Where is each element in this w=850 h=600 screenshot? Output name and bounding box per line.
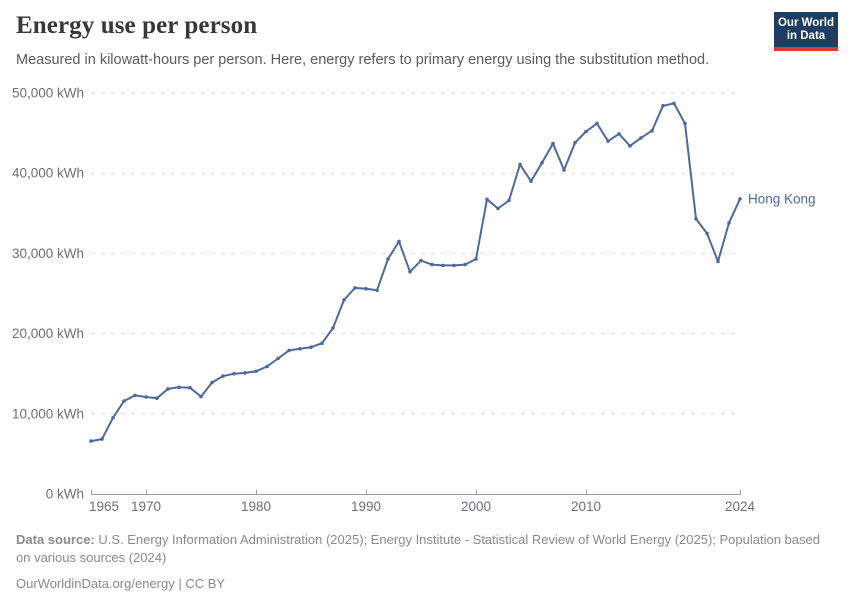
data-point	[716, 259, 720, 264]
data-point	[441, 263, 445, 268]
data-point	[287, 348, 291, 353]
data-point	[430, 262, 434, 267]
data-point	[529, 179, 533, 183]
x-axis-label: 2010	[571, 499, 601, 514]
x-axis-label: 1990	[351, 499, 381, 514]
x-axis-label: 2000	[461, 499, 491, 514]
data-point	[386, 257, 390, 261]
data-source-text: U.S. Energy Information Administration (…	[16, 532, 820, 565]
data-source-label: Data source:	[16, 532, 95, 547]
y-axis-label: 10,000 kWh	[12, 406, 84, 421]
data-source-note: Data source: U.S. Energy Information Adm…	[16, 531, 836, 566]
data-point	[540, 161, 544, 165]
y-axis-label: 20,000 kWh	[12, 326, 84, 341]
x-axis-label: 2024	[725, 499, 756, 514]
y-axis-label: 40,000 kWh	[12, 166, 84, 181]
data-point	[683, 121, 687, 126]
data-point	[551, 141, 555, 146]
data-point	[474, 257, 478, 261]
owid-link[interactable]: OurWorldinData.org/energy | CC BY	[16, 576, 226, 591]
data-point	[111, 416, 115, 420]
data-point	[364, 286, 368, 291]
owid-logo-line2: in Data	[786, 30, 826, 42]
data-point	[606, 139, 610, 143]
data-point	[309, 345, 313, 350]
data-point	[232, 371, 236, 376]
data-point	[397, 239, 401, 244]
data-point	[89, 439, 93, 443]
series-label-hong-kong[interactable]: Hong Kong	[748, 191, 816, 206]
data-point	[727, 221, 731, 225]
data-point	[496, 206, 500, 211]
data-point	[144, 395, 148, 399]
data-point	[243, 371, 247, 375]
data-point	[507, 198, 511, 203]
y-axis-label: 50,000 kWh	[12, 86, 84, 101]
data-point	[617, 132, 621, 136]
owid-logo-line1: Our World	[777, 17, 834, 29]
data-point	[155, 396, 159, 401]
data-point	[122, 399, 126, 403]
data-point	[199, 394, 203, 399]
data-point	[320, 341, 324, 346]
data-point	[562, 168, 566, 172]
data-point	[738, 197, 742, 201]
data-point	[672, 101, 676, 106]
data-point	[639, 136, 643, 140]
data-point	[408, 270, 412, 274]
data-point	[276, 356, 280, 361]
data-point	[221, 374, 225, 378]
data-point	[463, 262, 467, 267]
data-point	[573, 140, 577, 145]
data-point	[661, 104, 665, 108]
data-line[interactable]	[90, 102, 741, 443]
data-point	[595, 121, 599, 126]
data-point	[254, 369, 258, 374]
data-point	[188, 385, 192, 390]
data-point	[485, 197, 489, 202]
data-point	[584, 129, 588, 134]
data-point	[331, 326, 335, 330]
y-axis-label: 0 kWh	[46, 487, 84, 502]
data-point	[100, 437, 104, 441]
data-point	[265, 364, 269, 369]
x-axis-label: 1965	[89, 499, 119, 514]
data-point	[518, 162, 522, 167]
data-point	[210, 380, 214, 385]
data-point	[342, 298, 346, 302]
x-axis-label: 1970	[131, 499, 161, 514]
page-title: Energy use per person	[16, 12, 258, 39]
data-point	[650, 128, 654, 133]
data-point	[705, 231, 709, 236]
data-point	[419, 258, 423, 263]
data-point	[166, 387, 170, 391]
chart-subtitle: Measured in kilowatt-hours per person. H…	[16, 52, 710, 68]
data-point	[353, 286, 357, 290]
data-point	[628, 144, 632, 148]
owid-logo[interactable]: Our World in Data	[774, 12, 838, 51]
data-point	[133, 393, 137, 398]
y-axis-label: 30,000 kWh	[12, 246, 84, 261]
data-point	[375, 288, 379, 293]
line-chart[interactable]: 0 kWh 10,000 kWh 20,000 kWh 30,000 kWh 40,00…	[0, 0, 850, 528]
x-axis-label: 1980	[241, 499, 271, 514]
data-point	[177, 385, 181, 390]
chart-footer: Data source: U.S. Energy Information Adm…	[16, 531, 836, 593]
data-point	[694, 217, 698, 221]
data-point	[298, 347, 302, 351]
data-point	[452, 263, 456, 268]
